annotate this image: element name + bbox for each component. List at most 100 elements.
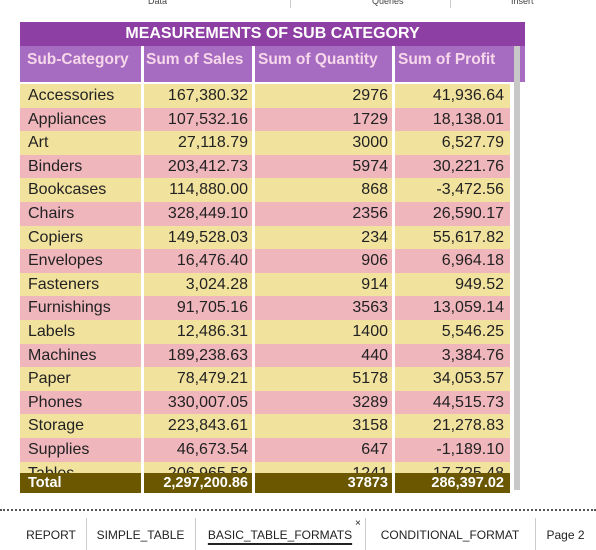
table-cell: Storage <box>28 417 85 435</box>
toolbar-label[interactable]: Data <box>148 0 168 6</box>
separator <box>450 0 451 8</box>
table-row: Storage 223,843.61 3158 21,278.83 <box>20 414 510 438</box>
table-cell: Labels <box>28 322 76 340</box>
table-cell: 206,965.53 <box>167 464 248 474</box>
column-header[interactable]: Sum of Sales <box>146 51 244 68</box>
table-cell: -17,725.48 <box>427 464 504 474</box>
table-cell: Copiers <box>28 228 84 246</box>
table-cell: 3563 <box>352 299 388 317</box>
column-divider <box>392 319 395 344</box>
column-divider <box>252 343 255 368</box>
column-divider <box>141 249 144 273</box>
column-divider <box>392 473 395 493</box>
table-row: Paper 78,479.21 5178 34,053.57 <box>20 367 510 391</box>
table-cell: Machines <box>28 346 97 364</box>
table-cell: 91,705.16 <box>176 299 248 317</box>
table-row: Phones 330,007.05 3289 44,515.73 <box>20 390 510 415</box>
column-divider <box>141 107 144 132</box>
toolbar-label[interactable]: Queries <box>372 0 404 6</box>
close-tab-icon[interactable]: × <box>355 518 361 529</box>
column-divider <box>252 46 255 82</box>
column-divider <box>392 107 395 132</box>
table-row: Supplies 46,673.54 647 -1,189.10 <box>20 437 510 462</box>
table-cell: Tables <box>28 464 75 474</box>
column-header[interactable]: Sum of Profit <box>398 51 496 68</box>
tab-separator <box>86 518 87 550</box>
page-tab[interactable]: BASIC_TABLE_FORMATS <box>207 528 353 542</box>
table-cell: Art <box>28 134 49 152</box>
table-cell: 12,486.31 <box>176 322 248 340</box>
column-divider <box>141 296 144 320</box>
table-cell: Chairs <box>28 204 75 222</box>
table-cell: 234 <box>361 228 388 246</box>
tab-separator <box>535 518 536 550</box>
column-divider <box>392 272 395 297</box>
scrollbar[interactable] <box>514 46 520 490</box>
table-cell: 44,515.73 <box>432 393 504 411</box>
divider <box>0 509 596 511</box>
table-cell: 2976 <box>352 87 388 104</box>
table-cell: 55,617.82 <box>432 228 504 246</box>
table-row: Copiers 149,528.03 234 55,617.82 <box>20 225 510 250</box>
table-row: Accessories 167,380.32 2976 41,936.64 <box>20 84 510 108</box>
table-cell: 167,380.32 <box>167 87 248 104</box>
table-cell: 906 <box>361 252 388 270</box>
table-cell: -1,189.10 <box>436 440 504 458</box>
column-divider <box>392 131 395 155</box>
column-divider <box>252 272 255 297</box>
column-header[interactable]: Sub-Category <box>27 51 129 68</box>
column-divider <box>141 390 144 415</box>
table-cell: 16,476.40 <box>176 252 248 270</box>
table-cell: 5178 <box>352 370 388 388</box>
column-divider <box>392 225 395 250</box>
column-divider <box>252 296 255 320</box>
page-tab[interactable]: REPORT <box>26 528 76 542</box>
table-cell: 6,964.18 <box>441 252 504 270</box>
column-divider <box>252 461 255 473</box>
table-cell: 328,449.10 <box>167 204 248 222</box>
table-cell: 949.52 <box>455 275 504 293</box>
column-divider <box>252 84 255 108</box>
table-cell: Accessories <box>28 87 115 104</box>
table-cell: 223,843.61 <box>167 417 248 435</box>
column-divider <box>252 201 255 226</box>
table-row: Appliances 107,532.16 1729 18,138.01 <box>20 107 510 132</box>
table-cell: 107,532.16 <box>167 110 248 128</box>
table-row: Tables 206,965.53 1241 -17,725.48 <box>20 461 510 474</box>
table-cell: 3,024.28 <box>185 275 248 293</box>
page-tab[interactable]: CONDITIONAL_FORMAT <box>380 528 520 542</box>
table-header: Sub-Category Sum of Sales Sum of Quantity S… <box>20 46 525 82</box>
column-divider <box>252 249 255 273</box>
column-divider <box>141 414 144 438</box>
table-cell: Envelopes <box>28 252 103 270</box>
table-cell: Bookcases <box>28 181 107 199</box>
table-row: Binders 203,412.73 5974 30,221.76 <box>20 154 510 179</box>
column-divider <box>392 178 395 202</box>
table-row: Furnishings 91,705.16 3563 13,059.14 <box>20 296 510 320</box>
column-divider <box>141 154 144 179</box>
column-divider <box>141 178 144 202</box>
toolbar-label[interactable]: Insert <box>511 0 534 6</box>
table-cell: 149,528.03 <box>167 228 248 246</box>
column-divider <box>141 272 144 297</box>
column-divider <box>141 461 144 473</box>
table-cell: 1241 <box>352 464 388 474</box>
table-cell: 21,278.83 <box>432 417 504 435</box>
table-cell: 2356 <box>352 204 388 222</box>
column-header[interactable]: Sum of Quantity <box>258 51 378 68</box>
table-cell: 6,527.79 <box>441 134 504 152</box>
table-cell: 203,412.73 <box>167 157 248 175</box>
table-body: Accessories 167,380.32 2976 41,936.64 Applia… <box>20 84 510 473</box>
table-cell: 13,059.14 <box>432 299 504 317</box>
column-divider <box>392 414 395 438</box>
table-cell: 27,118.79 <box>178 134 248 152</box>
table-row: Chairs 328,449.10 2356 26,590.17 <box>20 201 510 226</box>
table-cell: 3,384.76 <box>441 346 504 364</box>
table-cell: Paper <box>28 370 71 388</box>
column-divider <box>392 390 395 415</box>
total-cell: 286,397.02 <box>431 475 504 491</box>
column-divider <box>141 437 144 462</box>
page-tab[interactable]: SIMPLE_TABLE <box>96 528 185 542</box>
page-tab[interactable]: Page 2 <box>546 528 585 542</box>
column-divider <box>252 107 255 132</box>
